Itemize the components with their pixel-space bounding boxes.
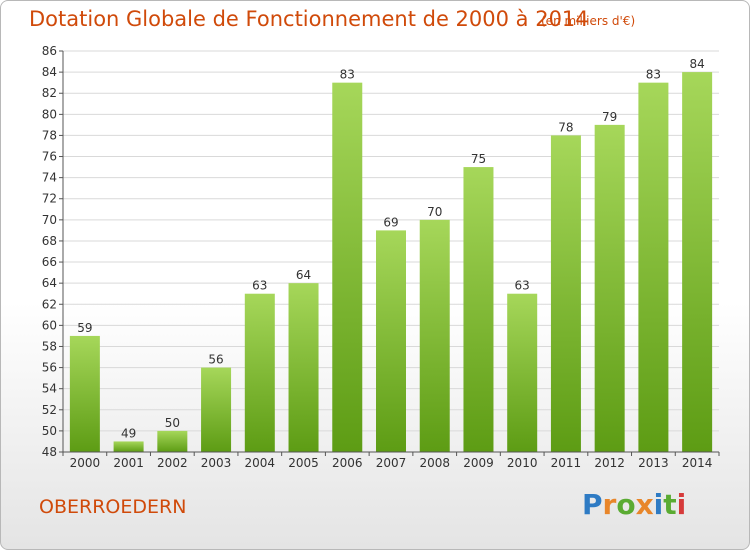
- logo-letter: i: [676, 488, 687, 521]
- y-tick-label: 76: [42, 150, 57, 164]
- commune-name: OBERROEDERN: [39, 496, 187, 518]
- bar-2005: [288, 283, 319, 452]
- y-tick-label: 66: [42, 255, 57, 269]
- data-label: 64: [296, 268, 311, 282]
- proxiti-logo: Proxiti: [582, 488, 686, 521]
- y-tick-label: 54: [42, 382, 57, 396]
- x-tick-label: 2009: [463, 456, 494, 470]
- y-tick-label: 60: [42, 318, 57, 332]
- y-tick-label: 56: [42, 361, 57, 375]
- bar-2000: [69, 335, 100, 452]
- y-tick-label: 50: [42, 424, 57, 438]
- bar-2003: [201, 367, 232, 452]
- bar-2012: [594, 124, 625, 453]
- axes: 48 50 52 54 56 58 60 62 64 66 68 70 72 74 76 78 80 82 84 86…: [42, 44, 720, 470]
- y-tick-label: 64: [42, 276, 57, 290]
- x-tick-label: 2000: [70, 456, 101, 470]
- bar-2009: [463, 167, 494, 452]
- y-tick-label: 52: [42, 403, 57, 417]
- bar-2008: [419, 219, 450, 452]
- x-tick-label: 2004: [245, 456, 276, 470]
- y-tick-label: 80: [42, 107, 57, 121]
- y-tick-label: 48: [42, 445, 57, 459]
- x-tick-label: 2011: [551, 456, 582, 470]
- data-label: 78: [558, 120, 573, 134]
- y-tick-label: 78: [42, 128, 57, 142]
- bar-2007: [376, 230, 406, 452]
- data-label: 69: [383, 215, 398, 229]
- x-tick-label: 2007: [376, 456, 407, 470]
- x-tick-label: 2014: [682, 456, 713, 470]
- y-tick-label: 62: [42, 297, 57, 311]
- y-tick-label: 70: [42, 213, 57, 227]
- x-tick-label: 2001: [113, 456, 144, 470]
- x-tick-label: 2012: [594, 456, 625, 470]
- data-label: 83: [340, 68, 355, 82]
- logo-letter: t: [663, 488, 677, 521]
- y-tick-label: 74: [42, 171, 57, 185]
- y-tick-label: 82: [42, 86, 57, 100]
- x-tick-label: 2002: [157, 456, 188, 470]
- data-label: 49: [121, 426, 136, 440]
- logo-letter: o: [616, 488, 636, 521]
- data-label: 63: [252, 279, 267, 293]
- x-tick-label: 2003: [201, 456, 232, 470]
- data-label: 79: [602, 110, 617, 124]
- y-tick-label: 68: [42, 234, 57, 248]
- x-tick-label: 2005: [288, 456, 319, 470]
- x-tick-label: 2008: [419, 456, 450, 470]
- x-tick-label: 2006: [332, 456, 363, 470]
- bar-2013: [638, 82, 669, 452]
- chart-title: Dotation Globale de Fonctionnement de 20…: [29, 7, 589, 31]
- bar-2014: [682, 72, 713, 453]
- data-label: 63: [515, 279, 530, 293]
- bar-2004: [244, 293, 275, 452]
- y-tick-label: 86: [42, 44, 57, 58]
- data-labels: 59 49 50 56 63 64 83 69 70 75 63 78 79 83 84: [77, 57, 705, 440]
- data-label: 83: [646, 68, 661, 82]
- y-tick-label: 84: [42, 65, 57, 79]
- x-tick-label: 2013: [638, 456, 669, 470]
- data-label: 75: [471, 152, 486, 166]
- y-tick-label: 58: [42, 339, 57, 353]
- chart-unit: (en milliers d'€): [541, 14, 636, 28]
- bars: [69, 72, 713, 453]
- data-label: 70: [427, 205, 442, 219]
- data-label: 84: [689, 57, 704, 71]
- data-label: 56: [208, 353, 223, 367]
- bar-2006: [332, 82, 363, 452]
- y-tick-label: 72: [42, 192, 57, 206]
- logo-letter: r: [602, 488, 617, 521]
- data-label: 50: [165, 416, 180, 430]
- bar-2002: [157, 430, 188, 452]
- bar-2011: [550, 135, 581, 452]
- bar-2001: [113, 441, 144, 452]
- logo-letter: i: [653, 488, 664, 521]
- data-label: 59: [77, 321, 92, 335]
- x-tick-label: 2010: [507, 456, 538, 470]
- logo-letter: x: [635, 488, 654, 521]
- logo-letter: P: [582, 488, 603, 521]
- bar-2010: [507, 293, 538, 452]
